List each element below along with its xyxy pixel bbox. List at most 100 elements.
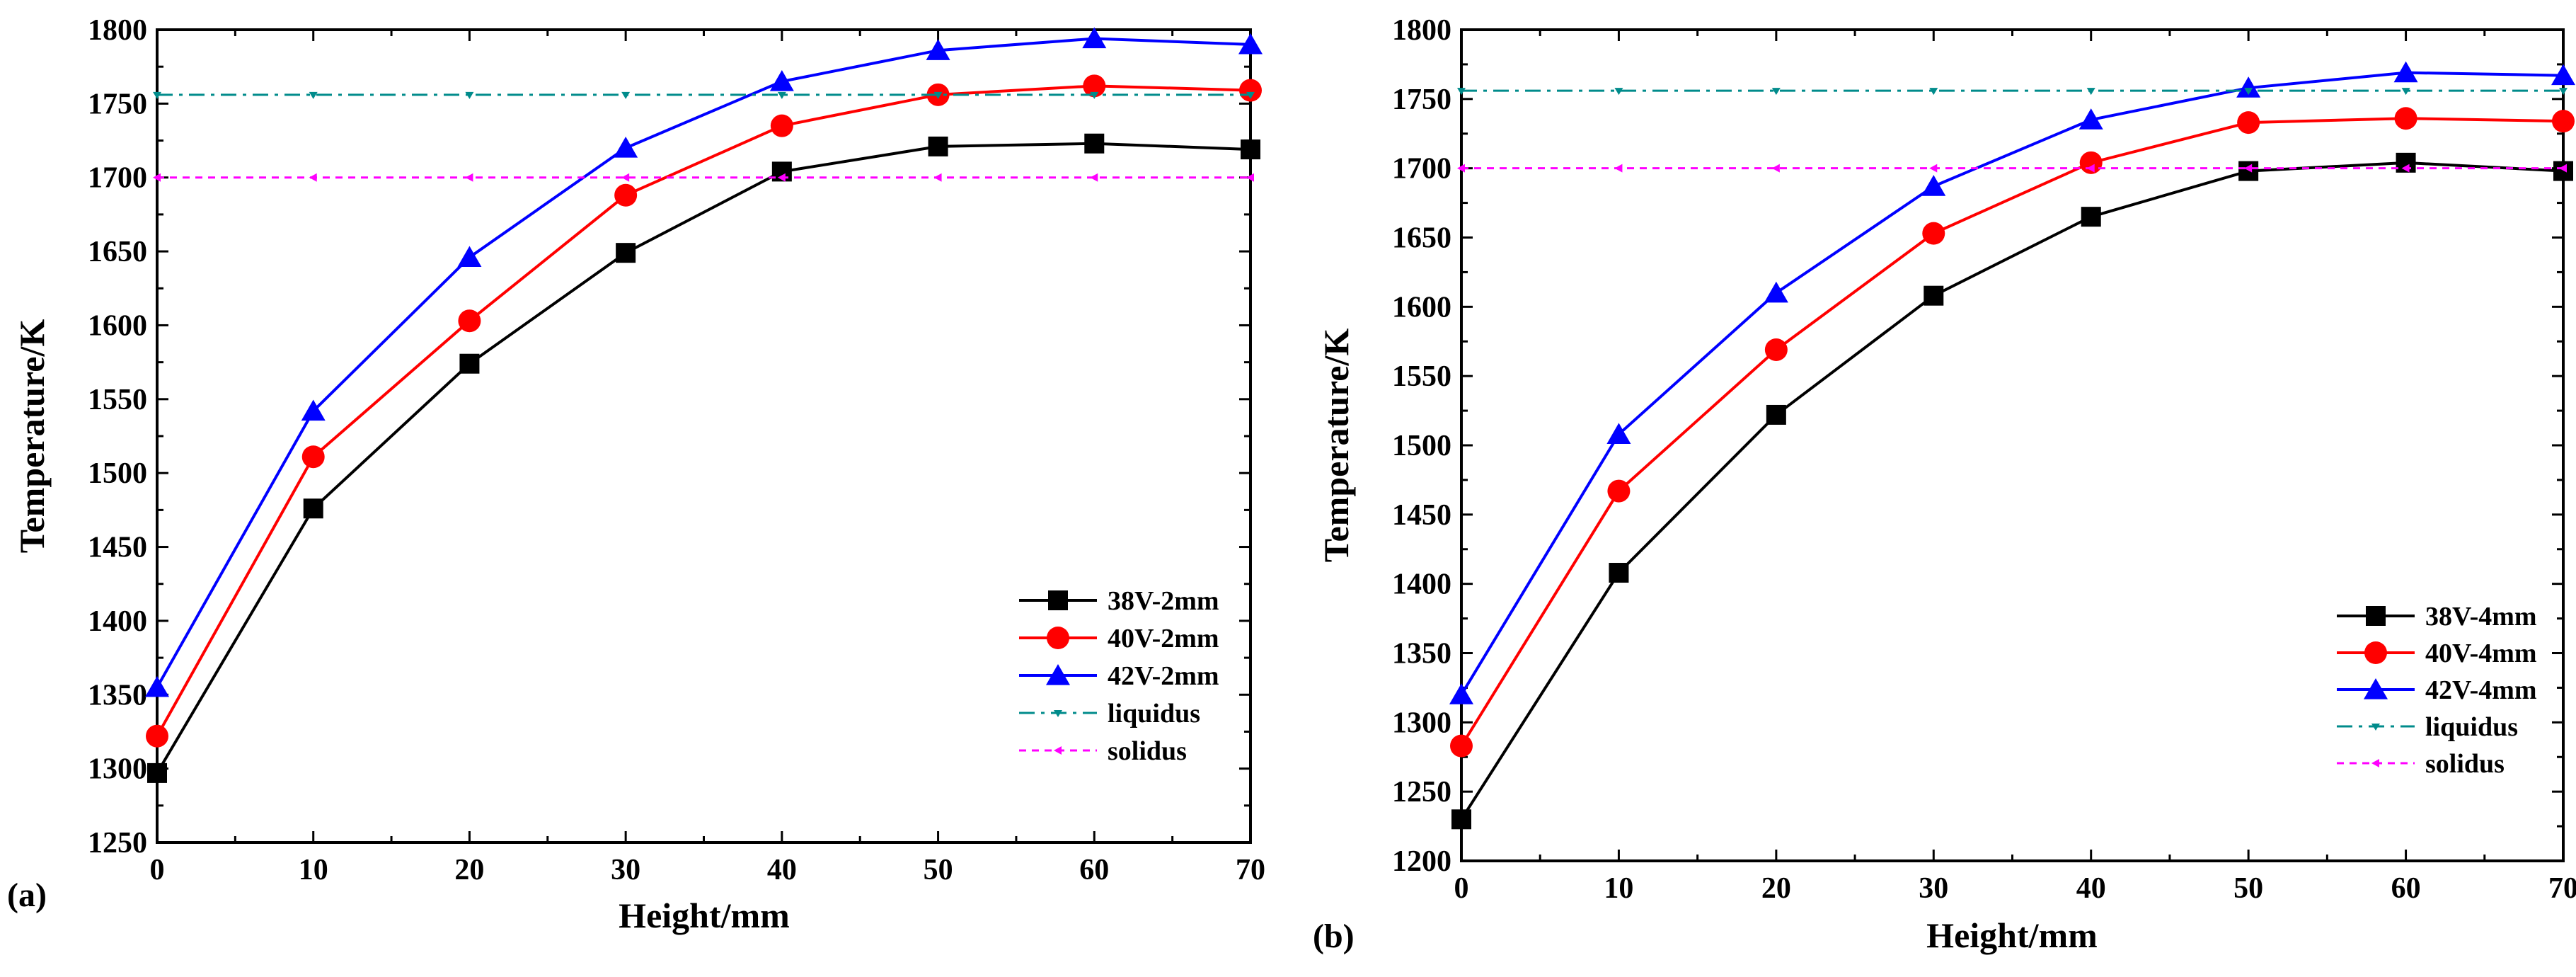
legend-marker	[2371, 759, 2379, 767]
data-point	[616, 243, 636, 263]
x-tick-label: 40	[767, 854, 797, 886]
data-point	[1764, 281, 1788, 303]
y-tick-label: 1750	[1392, 84, 1451, 116]
data-point	[614, 136, 638, 158]
x-axis-title: Height/mm	[619, 896, 790, 935]
y-tick-label: 1450	[1392, 499, 1451, 532]
panel-label: (b)	[1313, 918, 1355, 955]
x-tick-label: 70	[2548, 872, 2576, 905]
data-point	[2086, 164, 2095, 173]
data-point	[2559, 164, 2567, 173]
legend-marker	[2371, 724, 2380, 731]
y-tick-label: 1650	[88, 236, 147, 268]
y-tick-label: 1550	[1392, 360, 1451, 393]
series-line	[156, 84, 1251, 737]
legend-entry: 42V-4mm	[2337, 675, 2537, 705]
legend-entry: 38V-2mm	[1019, 586, 1219, 616]
series-38V-4mm	[1451, 152, 2573, 830]
data-point	[1606, 423, 1631, 444]
x-tick-label: 30	[1919, 872, 1948, 905]
y-tick-label: 1400	[1392, 569, 1451, 601]
data-point	[1246, 91, 1255, 99]
legend-marker	[1046, 664, 1070, 685]
series-42V-2mm	[145, 27, 1263, 697]
legend-marker	[2364, 641, 2387, 664]
data-point	[303, 498, 323, 519]
data-point	[1082, 27, 1107, 49]
data-point	[1451, 809, 1471, 830]
y-tick-label: 1250	[1392, 776, 1451, 809]
data-point	[1764, 338, 1788, 361]
data-point	[458, 309, 481, 333]
data-point	[1246, 173, 1254, 182]
data-point	[621, 91, 631, 99]
y-tick-label: 1350	[1392, 638, 1451, 670]
legend-label: 40V-4mm	[2425, 639, 2537, 668]
legend-marker	[1047, 627, 1069, 649]
legend-entry: solidus	[2337, 749, 2505, 779]
data-point	[1921, 175, 1946, 196]
legend-label: 38V-4mm	[2425, 602, 2537, 632]
series-solidus	[1457, 164, 2567, 173]
data-point	[2394, 107, 2417, 130]
data-point	[933, 91, 943, 99]
data-point	[1084, 133, 1105, 154]
x-tick-label: 30	[611, 854, 640, 886]
data-point	[928, 136, 948, 156]
data-point	[769, 70, 794, 91]
data-point	[777, 91, 786, 99]
y-tick-label: 1800	[1392, 14, 1451, 47]
data-point	[1924, 285, 1944, 306]
data-point	[2244, 164, 2253, 173]
data-point	[2078, 108, 2103, 130]
y-tick-label: 1400	[88, 605, 147, 638]
series-38V-2mm	[147, 133, 1260, 783]
data-point	[309, 173, 317, 182]
legend-label: 40V-2mm	[1108, 624, 1219, 653]
y-tick-label: 1800	[88, 14, 147, 47]
data-point	[2401, 164, 2410, 173]
data-point	[2237, 111, 2260, 135]
data-point	[614, 183, 638, 207]
series-line	[1460, 117, 2564, 747]
data-point	[2553, 161, 2573, 181]
x-tick-label: 20	[1761, 872, 1791, 905]
series-line	[1460, 161, 2564, 821]
x-tick-label: 10	[299, 854, 328, 886]
data-point	[777, 173, 786, 182]
y-tick-label: 1750	[88, 88, 147, 120]
data-point	[2401, 88, 2410, 96]
legend-label: solidus	[2425, 749, 2505, 779]
legend-marker	[1054, 710, 1062, 717]
x-tick-label: 60	[2391, 872, 2421, 905]
data-point	[1449, 683, 1473, 704]
data-point	[621, 173, 630, 182]
data-point	[2559, 88, 2568, 96]
y-tick-label: 1500	[1392, 430, 1451, 462]
y-tick-label: 1200	[1392, 845, 1451, 878]
data-point	[147, 762, 167, 783]
series-42V-4mm	[1449, 61, 2575, 704]
legend-entry: 40V-2mm	[1019, 624, 1219, 653]
data-point	[309, 91, 318, 99]
data-point	[1238, 33, 1263, 55]
data-point	[1090, 173, 1098, 182]
series-40V-2mm	[146, 74, 1262, 748]
legend-label: 42V-2mm	[1108, 661, 1219, 691]
y-tick-label: 1250	[88, 827, 147, 859]
data-point	[2238, 161, 2259, 181]
series-40V-4mm	[1450, 107, 2575, 758]
legend-label: liquidus	[2425, 712, 2518, 742]
x-axis-title: Height/mm	[1926, 915, 2098, 955]
data-point	[1771, 88, 1781, 96]
data-point	[1771, 164, 1780, 173]
legend-entry: liquidus	[1019, 699, 1200, 729]
data-point	[145, 675, 169, 697]
data-point	[465, 91, 474, 99]
data-point	[1614, 164, 1623, 173]
data-point	[153, 173, 161, 182]
x-tick-label: 0	[1454, 872, 1469, 905]
legend-label: solidus	[1108, 736, 1187, 766]
series-solidus	[153, 173, 1254, 182]
